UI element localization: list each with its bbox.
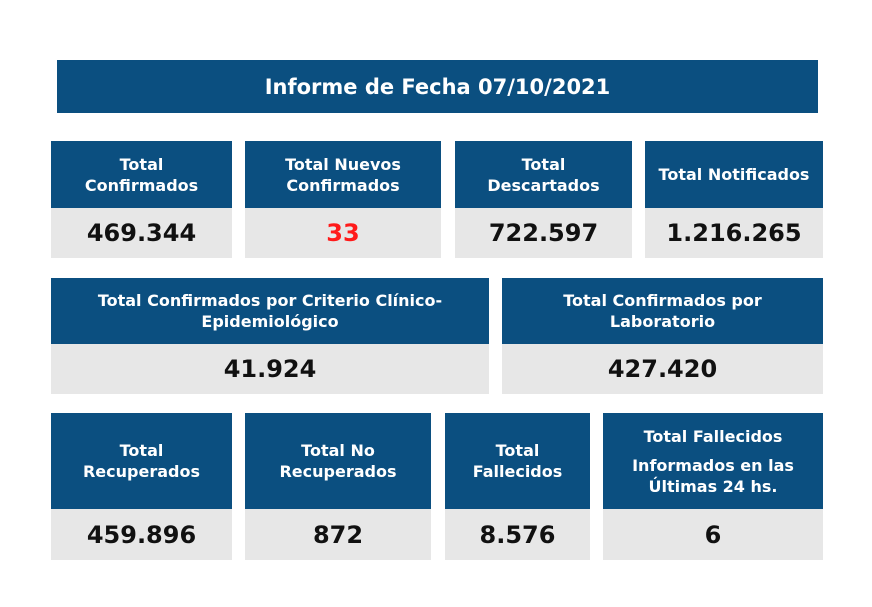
stat-card-total-nuevos-confirmados: Total Nuevos Confirmados 33 <box>245 141 441 258</box>
stat-value: 41.924 <box>51 344 489 394</box>
stat-card-confirmados-laboratorio: Total Confirmados por Laboratorio 427.42… <box>502 278 823 394</box>
stat-label-line2: Descartados <box>487 175 600 195</box>
stat-card-header: Total Nuevos Confirmados <box>245 141 441 208</box>
stat-label-line1: Total Nuevos <box>285 154 401 174</box>
stat-label-line1: Total Fallecidos <box>643 426 783 446</box>
stat-card-total-no-recuperados: Total No Recuperados 872 <box>245 413 431 560</box>
stat-card-header: Total Confirmados por Laboratorio <box>502 278 823 344</box>
stat-label-line2: Recuperados <box>279 462 397 481</box>
stat-card-header: Total No Recuperados <box>245 413 431 509</box>
stat-card-header: Total Confirmados <box>51 141 232 208</box>
stat-value: 33 <box>245 208 441 258</box>
stat-card-header: Total Notificados <box>645 141 823 208</box>
stat-card-total-fallecidos: Total Fallecidos 8.576 <box>445 413 590 560</box>
stat-value: 459.896 <box>51 509 232 560</box>
stat-value: 427.420 <box>502 344 823 394</box>
stat-value: 872 <box>245 509 431 560</box>
stat-card-header: Total Fallecidos <box>445 413 590 509</box>
stat-card-header: Total Recuperados <box>51 413 232 509</box>
stat-card-header: Total Descartados <box>455 141 632 208</box>
stat-value: 1.216.265 <box>645 208 823 258</box>
stat-label-line2: Epidemiológico <box>201 312 339 331</box>
stat-label-line2: Confirmados <box>286 175 400 195</box>
stat-label-line3: Últimas 24 hs. <box>648 476 778 496</box>
stat-label-line2: Laboratorio <box>609 312 716 331</box>
stat-label-line1: Total <box>521 154 566 174</box>
stat-value: 6 <box>603 509 823 560</box>
report-title: Informe de Fecha 07/10/2021 <box>57 60 818 113</box>
stat-label-line1: Total <box>119 154 164 174</box>
stat-card-header: Total Confirmados por Criterio Clínico- … <box>51 278 489 344</box>
stat-label-line2: Fallecidos <box>472 462 563 481</box>
stat-label-line1: Total <box>119 441 164 460</box>
stat-label-line1: Total <box>495 441 540 460</box>
stat-value: 722.597 <box>455 208 632 258</box>
stat-label-line2: Informados en las <box>632 455 794 475</box>
stat-card-header: Total Fallecidos Informados en las Últim… <box>603 413 823 509</box>
stat-card-total-confirmados: Total Confirmados 469.344 <box>51 141 232 258</box>
stat-label-line1: Total Confirmados por Criterio Clínico- <box>97 291 443 310</box>
stat-label-line2: Confirmados <box>84 175 199 195</box>
stat-card-confirmados-criterio-clinico: Total Confirmados por Criterio Clínico- … <box>51 278 489 394</box>
stat-label-line1: Total Notificados <box>658 165 810 184</box>
stat-card-total-notificados: Total Notificados 1.216.265 <box>645 141 823 258</box>
stat-value: 469.344 <box>51 208 232 258</box>
stat-label-line1: Total Confirmados por <box>563 291 762 310</box>
stat-label-line1: Total No <box>301 441 375 460</box>
stat-card-fallecidos-ultimas-24hs: Total Fallecidos Informados en las Últim… <box>603 413 823 560</box>
stat-card-total-recuperados: Total Recuperados 459.896 <box>51 413 232 560</box>
stat-label-line2: Recuperados <box>82 462 200 481</box>
stat-card-total-descartados: Total Descartados 722.597 <box>455 141 632 258</box>
stat-value: 8.576 <box>445 509 590 560</box>
